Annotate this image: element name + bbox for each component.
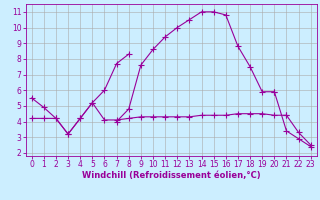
X-axis label: Windchill (Refroidissement éolien,°C): Windchill (Refroidissement éolien,°C) xyxy=(82,171,260,180)
